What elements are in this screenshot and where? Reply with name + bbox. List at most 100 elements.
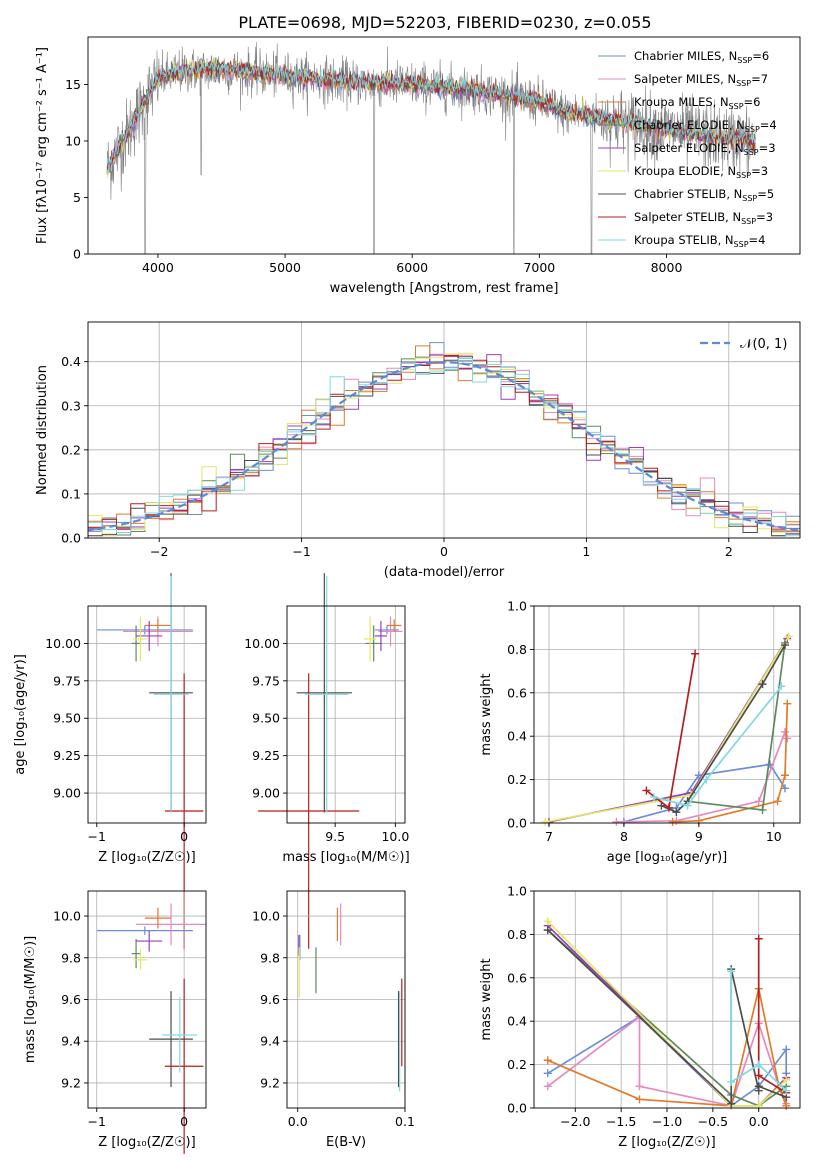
plot-area [96, 903, 206, 1154]
legend-entry-count: =4 [760, 118, 777, 132]
y-tick-label: 9.2 [260, 1075, 280, 1090]
legend-entry-name: Salpeter STELIB, N [634, 210, 741, 224]
error-bar [133, 949, 148, 971]
axes: 4000 5000 6000 7000 8000 0 5 10 15 wavelength [An… [35, 36, 801, 296]
legend-entry: Salpeter STELIB, NSSP=3 [634, 210, 773, 226]
y-tick-label: 9.8 [260, 950, 280, 965]
y-tick-label: 9.25 [252, 748, 280, 763]
weight-series-line [548, 638, 789, 823]
weight-point [782, 1045, 791, 1054]
panel-mass-vs-EBV: 0.0 0.1 9.2 9.4 9.6 9.8 10.0 E(B-V) [252, 890, 415, 1150]
plot-area [258, 573, 403, 949]
weight-point [782, 1075, 791, 1084]
y-tick-label: 0.4 [507, 1014, 527, 1029]
panel-mass-weight-vs-Z: −2.0 −1.5 −1.0 −0.5 0.0 0.0 0.2 0.4 0.6 0.8 1.0 Z [… [479, 884, 801, 1150]
weight-series-line [757, 938, 787, 1094]
weight-point [727, 1099, 736, 1108]
y-tick-label: 9.8 [61, 950, 81, 965]
x-tick-label: −1 [88, 1114, 106, 1129]
panel-age-vs-Z: −1 0 9.00 9.25 9.50 9.75 10.00 Z [log₁₀(Z/Z☉)] a… [13, 573, 207, 949]
legend-entry-sub: SSP [736, 171, 751, 180]
y-tick-label: 10.00 [45, 636, 81, 651]
error-bar [131, 625, 141, 662]
x-axis-label: wavelength [Angstrom, rest frame] [330, 281, 559, 296]
error-bar [144, 907, 172, 929]
residual-histogram [88, 356, 800, 537]
weight-point [754, 797, 763, 806]
legend-entry-count: =7 [751, 72, 768, 86]
legend-entry-count: =6 [752, 49, 769, 63]
y-tick-label: 5 [73, 190, 81, 205]
legend-entry-count: =4 [749, 233, 766, 247]
legend-entry: Kroupa STELIB, NSSP=4 [634, 233, 765, 249]
weight-point [727, 967, 736, 976]
weight-point [781, 771, 790, 780]
weight-point [783, 699, 792, 708]
y-tick-label: 9.25 [53, 748, 81, 763]
panel-mass-weight-vs-age: 7 8 9 10 0.0 0.2 0.4 0.6 0.8 1.0 age [log₁₀(age/yr… [479, 599, 801, 865]
axes: 0.0 0.1 9.2 9.4 9.6 9.8 10.0 E(B-V) [252, 890, 415, 1150]
weight-point [635, 1095, 644, 1104]
weight-point [668, 817, 677, 826]
error-bars [258, 573, 403, 949]
x-tick-label: 0 [180, 829, 188, 844]
x-tick-label: 8000 [651, 260, 683, 275]
y-tick-label: 9.6 [61, 992, 81, 1007]
x-axis-label: mass [log₁₀(M/M☉)] [282, 850, 409, 865]
weight-point [754, 1071, 763, 1080]
weight-series-line [547, 929, 787, 1106]
x-axis-label: Z [log₁₀(Z/Z☉)] [98, 850, 195, 865]
error-bar [96, 926, 193, 935]
weight-point [758, 805, 767, 814]
legend-entry-name: Kroupa MILES, N [634, 95, 729, 109]
model-fit-line [106, 61, 756, 173]
axes: 7 8 9 10 0.0 0.2 0.4 0.6 0.8 1.0 age [log₁₀(age/yr… [479, 599, 801, 865]
x-tick-label: 7 [545, 829, 553, 844]
legend-entry-count: =5 [757, 187, 774, 201]
x-tick-label: −1 [292, 544, 310, 559]
weight-point [781, 727, 790, 736]
legend-entry: 𝒩(0, 1) [740, 337, 787, 352]
weight-point [773, 797, 782, 806]
weight-point [782, 1101, 791, 1110]
y-axis-label: mass [log₁₀(M/M☉)] [23, 936, 38, 1063]
y-tick-label: 9.75 [252, 673, 280, 688]
legend-entry-count: =6 [744, 95, 761, 109]
x-tick-label: −2 [150, 544, 168, 559]
x-tick-label: 0.0 [288, 1114, 308, 1129]
error-bars [96, 573, 204, 949]
legend-entry-sub: SSP [744, 148, 759, 157]
legend-entry-name: Kroupa STELIB, N [634, 233, 734, 247]
x-axis-label: age [log₁₀(age/yr)] [607, 850, 728, 865]
axes: −1 0 9.00 9.25 9.50 9.75 10.00 Z [log₁₀(Z/Z☉)] a… [13, 605, 207, 865]
y-tick-label: 10.00 [244, 636, 280, 651]
y-tick-label: 9.6 [260, 992, 280, 1007]
weight-lines [541, 632, 793, 826]
error-bar [136, 930, 163, 952]
weight-point [543, 917, 552, 926]
x-tick-label: 8 [620, 829, 628, 844]
error-bar [378, 616, 403, 647]
y-tick-label: 0.8 [507, 927, 527, 942]
y-tick-label: 0.4 [507, 729, 527, 744]
x-tick-label: 0 [440, 544, 448, 559]
weight-point [691, 649, 700, 658]
x-tick-label: 1 [582, 544, 590, 559]
error-bars [298, 903, 403, 1092]
y-tick-label: 0.0 [61, 531, 81, 546]
y-tick-label: 1.0 [507, 884, 527, 899]
error-bar [96, 625, 193, 635]
weight-point [543, 1056, 552, 1065]
histograms [88, 342, 800, 537]
x-tick-label: 10.0 [381, 829, 409, 844]
x-tick-label: 9.5 [325, 829, 345, 844]
y-tick-label: 0 [73, 247, 81, 262]
x-tick-label: 4000 [142, 260, 174, 275]
legend-entry-sub: SSP [736, 79, 751, 88]
y-tick-label: 9.2 [61, 1075, 81, 1090]
legend-entry-sub: SSP [737, 56, 752, 65]
error-bar [131, 938, 141, 969]
x-tick-label: −2.0 [560, 1114, 590, 1129]
axes: −2.0 −1.5 −1.0 −0.5 0.0 0.0 0.2 0.4 0.6 0.8 1.0 Z [… [479, 884, 801, 1150]
